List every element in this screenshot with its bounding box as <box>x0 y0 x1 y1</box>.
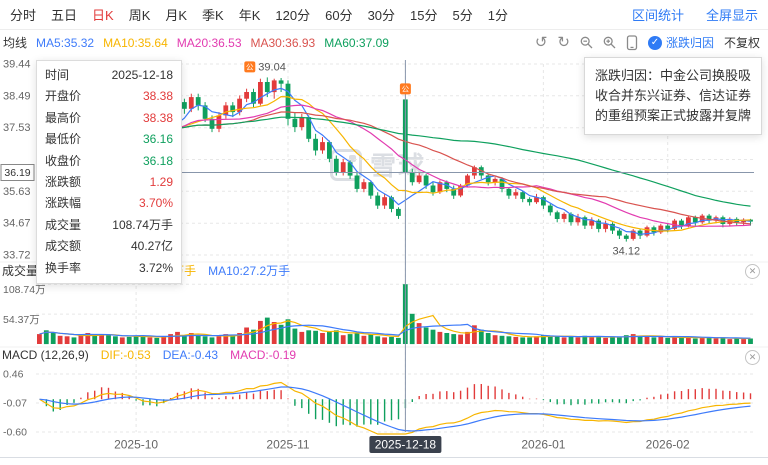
tab-fenshi[interactable]: 分时 <box>10 8 37 23</box>
tt-value: 2025-12-18 <box>111 68 173 82</box>
tab-15min[interactable]: 15分 <box>410 8 438 23</box>
ma-legend-title: 均线 <box>3 36 28 50</box>
svg-text:36.19: 36.19 <box>4 167 30 179</box>
ma5-legend: MA5:35.32 <box>36 35 95 50</box>
svg-text:38.49: 38.49 <box>3 90 31 102</box>
tt-value: 3.70% <box>138 196 173 211</box>
phone-icon[interactable] <box>626 34 638 51</box>
tt-value: 36.16 <box>142 132 173 147</box>
svg-text:2025-12-18: 2025-12-18 <box>375 438 437 452</box>
volume-pane-close-icon[interactable]: ✕ <box>745 264 760 279</box>
crosshair-tooltip: 时间 2025-12-18 开盘价 38.38 最高价 38.38 最低价 36.16 … <box>36 60 182 285</box>
svg-text:2026-01: 2026-01 <box>521 438 565 452</box>
tt-value: 38.38 <box>142 89 173 104</box>
svg-text:39.04: 39.04 <box>258 61 286 73</box>
macd-dea-label: DEA:-0.43 <box>162 348 219 362</box>
redo-icon[interactable]: ↻ <box>557 34 570 51</box>
ma10-legend: MA10:35.64 <box>103 35 168 50</box>
attribution-toggle[interactable]: ✓ 涨跌归因 <box>647 34 714 51</box>
tt-value: 40.27亿 <box>130 239 173 254</box>
macd-title: MACD (12,26,9) <box>2 348 89 362</box>
tt-value: 38.38 <box>142 110 173 125</box>
range-statistics-link[interactable]: 区间统计 <box>631 8 684 23</box>
svg-text:33.72: 33.72 <box>3 250 31 262</box>
tt-value: 3.72% <box>138 260 173 275</box>
tab-monthly-k[interactable]: 月K <box>165 8 188 23</box>
tab-5day[interactable]: 五日 <box>51 8 78 23</box>
tab-daily-k[interactable]: 日K <box>92 8 114 23</box>
svg-text:54.37万: 54.37万 <box>3 314 40 326</box>
tt-label: 涨跌幅 <box>45 196 82 211</box>
svg-text:108.74万: 108.74万 <box>3 284 46 296</box>
svg-text:2026-02: 2026-02 <box>646 438 690 452</box>
period-toolbar: 分时 五日 日K 周K 月K 季K 年K 120分 60分 30分 15分 5分… <box>0 0 768 30</box>
tt-label: 时间 <box>45 68 70 82</box>
svg-text:公: 公 <box>246 63 254 72</box>
ma-legend-row: 均线 MA5:35.32 MA10:35.64 MA20:36.53 MA30:… <box>0 31 768 54</box>
tab-weekly-k[interactable]: 周K <box>128 8 151 23</box>
ma20-legend: MA20:36.53 <box>176 35 242 50</box>
macd-hist-label: MACD:-0.19 <box>230 348 297 362</box>
svg-text:公: 公 <box>402 85 410 94</box>
bottom-divider <box>0 457 768 458</box>
adjust-mode-selector[interactable]: 不复权 <box>723 36 760 50</box>
ma30-legend: MA30:36.93 <box>250 35 316 50</box>
tt-label: 成交量 <box>45 217 82 232</box>
tab-30min[interactable]: 30分 <box>367 8 396 23</box>
tt-label: 开盘价 <box>45 89 82 104</box>
attribution-tooltip: 涨跌归因：中金公司换股吸收合并东兴证券、信达证券的重组预案正式披露并复牌 <box>584 57 762 135</box>
check-icon: ✓ <box>647 35 662 50</box>
macd-dif-label: DIF:-0.53 <box>100 348 151 362</box>
macd-legend: MACD (12,26,9) DIF:-0.53 DEA:-0.43 MACD:… <box>2 348 296 362</box>
tab-quarterly-k[interactable]: 季K <box>202 8 224 23</box>
tab-5min[interactable]: 5分 <box>452 8 473 23</box>
tab-1min[interactable]: 1分 <box>487 8 508 23</box>
volume-ma10-label: MA10:27.2万手 <box>208 264 291 278</box>
tt-value: 36.18 <box>142 153 173 168</box>
tt-label: 收盘价 <box>45 153 82 168</box>
svg-text:-0.60: -0.60 <box>3 427 27 439</box>
tt-label: 最高价 <box>45 110 82 125</box>
tt-label: 最低价 <box>45 132 82 147</box>
zoom-in-icon[interactable] <box>603 36 616 49</box>
zoom-out-icon[interactable] <box>580 36 593 49</box>
svg-text:37.53: 37.53 <box>3 122 31 134</box>
tt-label: 换手率 <box>45 260 82 275</box>
svg-text:0.46: 0.46 <box>3 369 24 381</box>
svg-text:-0.07: -0.07 <box>3 398 27 410</box>
fullscreen-link[interactable]: 全屏显示 <box>705 8 758 23</box>
svg-text:34.12: 34.12 <box>613 246 641 258</box>
tab-60min[interactable]: 60分 <box>325 8 353 23</box>
ma60-legend: MA60:37.09 <box>324 35 389 50</box>
svg-text:39.44: 39.44 <box>3 59 31 71</box>
tt-value: 1.29 <box>149 175 173 190</box>
svg-text:2025-10: 2025-10 <box>114 438 158 452</box>
tt-value: 108.74万手 <box>112 217 173 232</box>
svg-text:34.67: 34.67 <box>3 218 31 230</box>
tt-label: 涨跌额 <box>45 175 82 190</box>
undo-icon[interactable]: ↺ <box>534 34 548 51</box>
tab-yearly-k[interactable]: 年K <box>238 8 261 23</box>
svg-text:35.63: 35.63 <box>3 186 31 198</box>
macd-pane-close-icon[interactable]: ✕ <box>745 350 760 365</box>
tab-120min[interactable]: 120分 <box>275 8 311 23</box>
tt-label: 成交额 <box>45 239 82 254</box>
svg-text:2025-11: 2025-11 <box>266 438 309 452</box>
